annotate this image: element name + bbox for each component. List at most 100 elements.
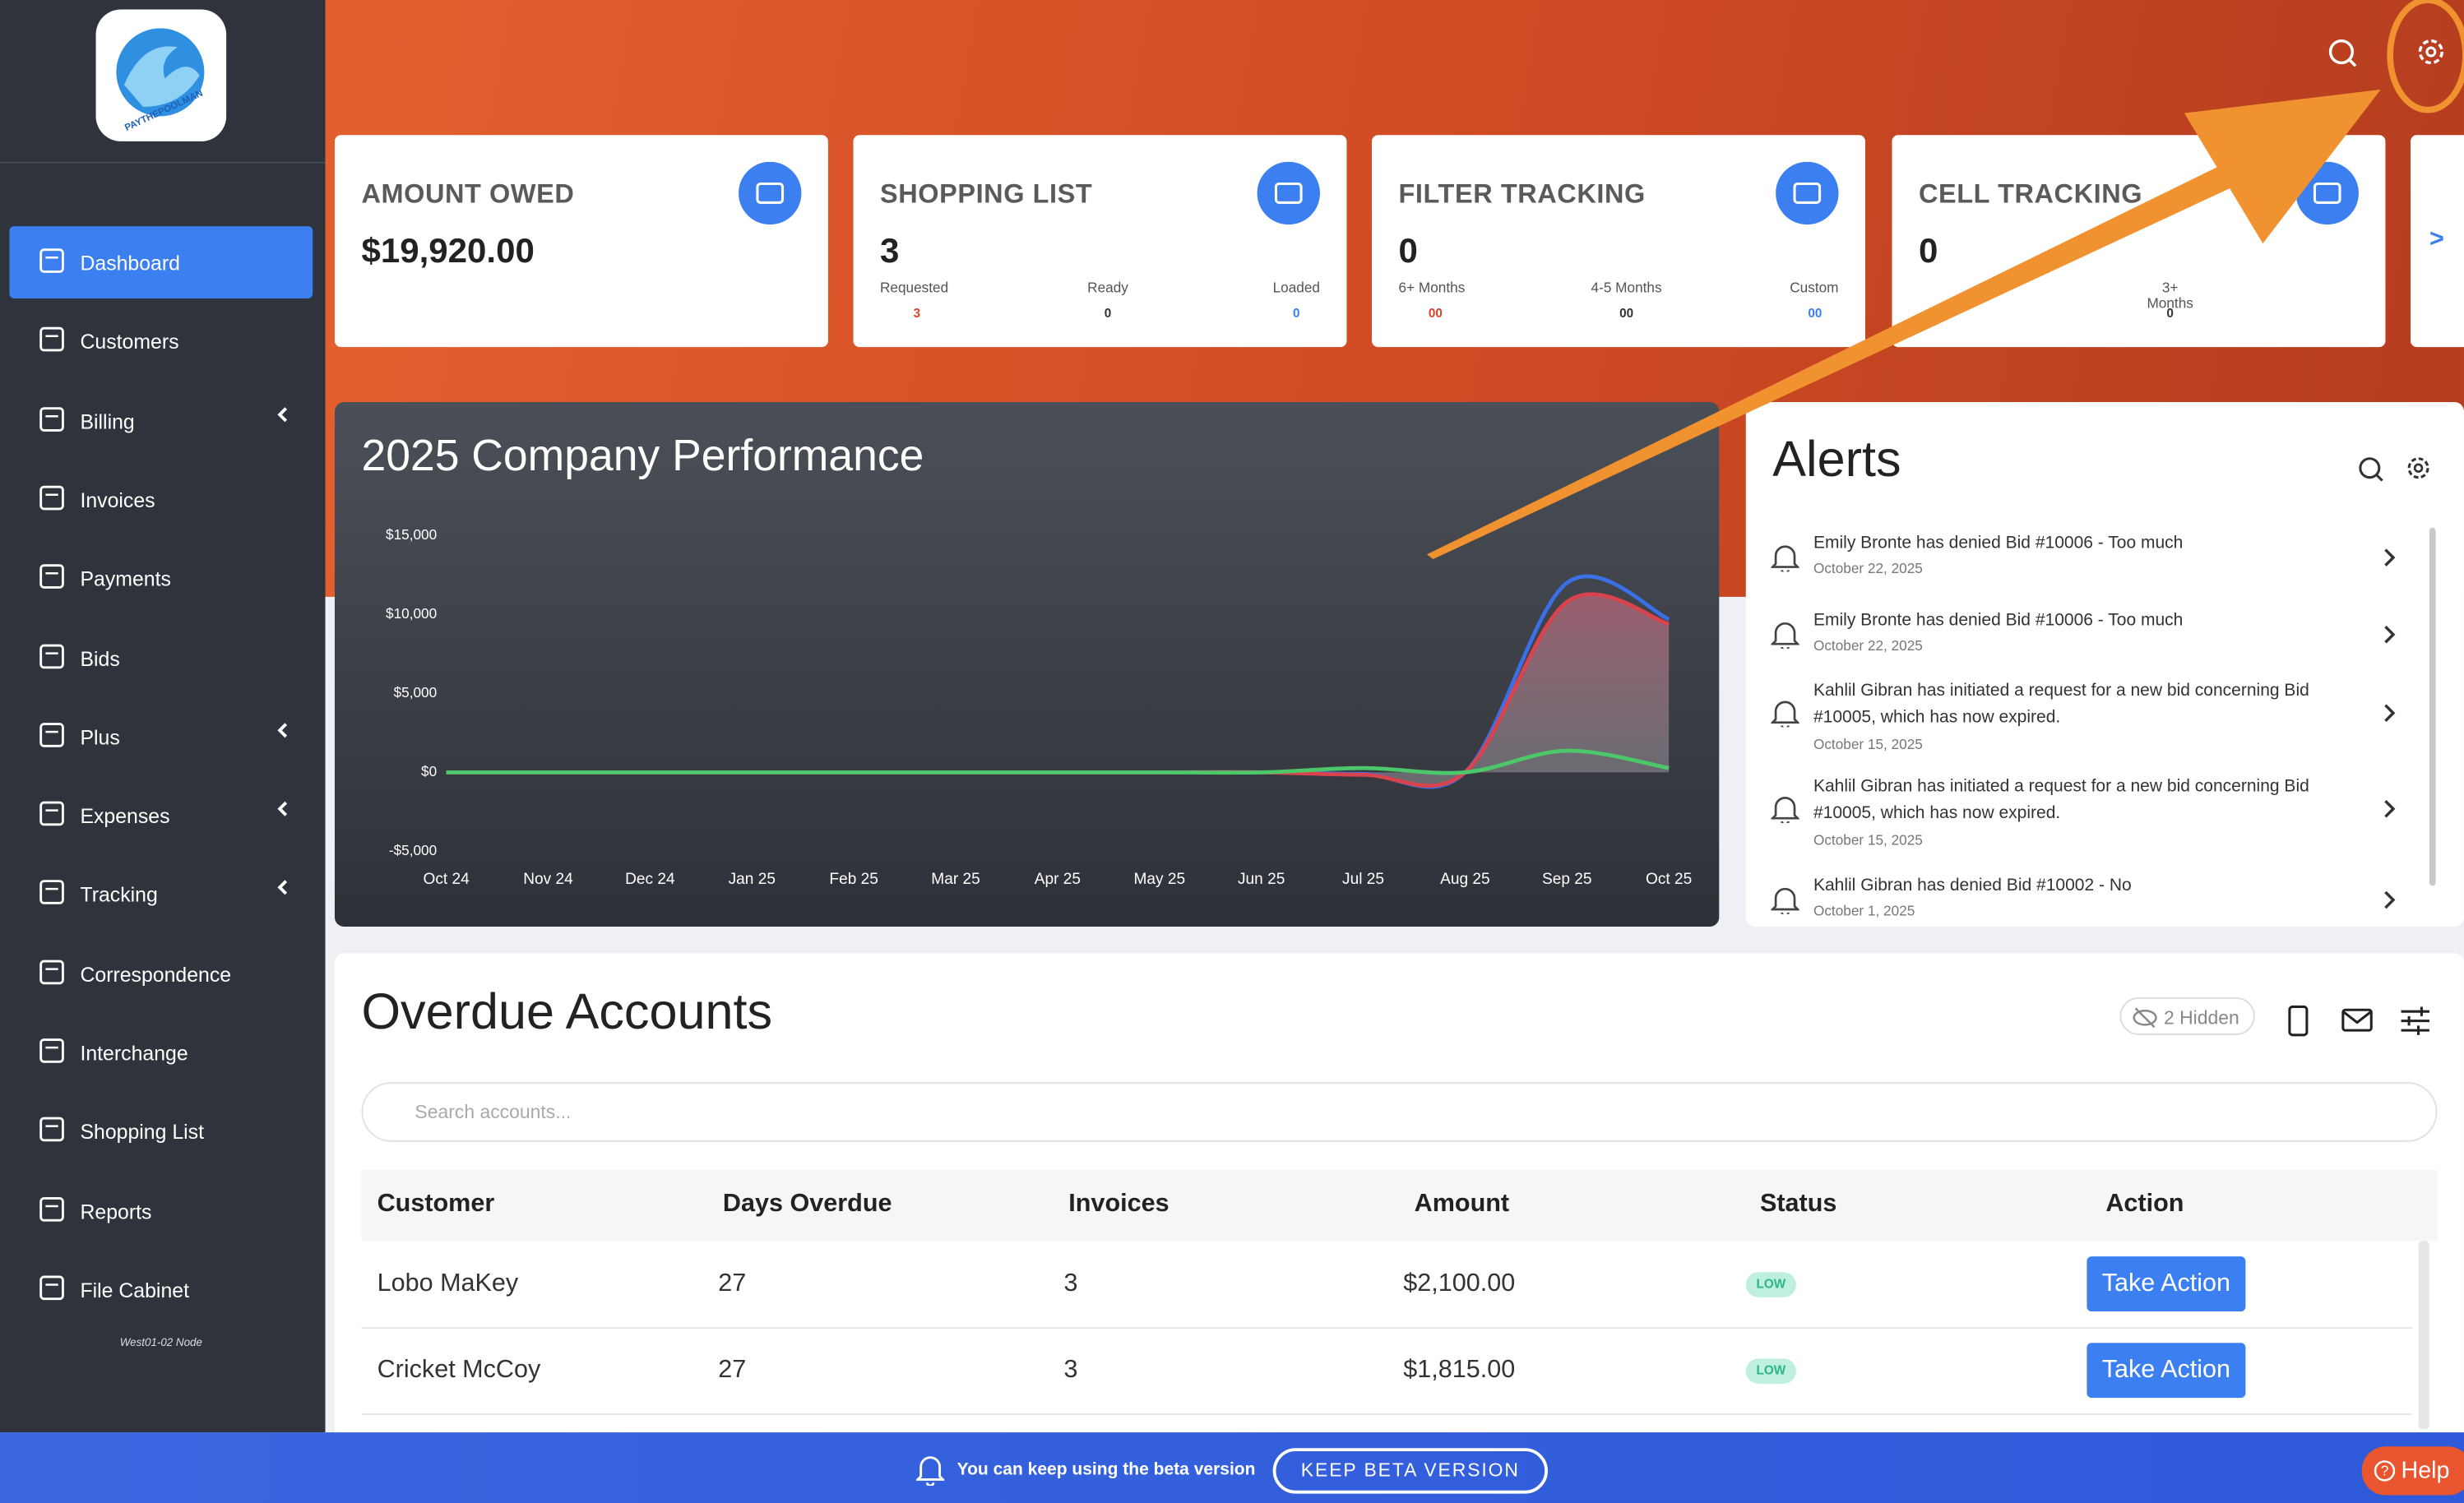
mobile-icon[interactable] (2288, 1005, 2309, 1037)
table-cell: 27 (718, 1357, 747, 1384)
nav-icon-shape (39, 327, 64, 352)
nav-label[interactable]: Invoices (80, 488, 155, 512)
column-header[interactable]: Amount (1414, 1190, 1510, 1218)
table-scrollbar[interactable] (2418, 1241, 2429, 1430)
alert-text[interactable]: Emily Bronte has denied Bid #10006 - Too… (1813, 611, 2184, 630)
nav-icon-shape (39, 406, 64, 432)
top-settings-hub (2425, 46, 2437, 58)
hidden-columns[interactable]: 2 Hidden (2119, 997, 2255, 1035)
stat-label: Requested (879, 280, 949, 296)
card-icon-circle[interactable] (739, 161, 802, 225)
help-button[interactable]: Help (2361, 1446, 2464, 1496)
chevron[interactable] (2384, 704, 2396, 722)
nav-label[interactable]: Expenses (80, 804, 170, 828)
take-action-button[interactable]: Take Action (2087, 1256, 2246, 1312)
card-icon-circle[interactable] (1776, 161, 1839, 225)
card-title: CELL TRACKING (1918, 178, 2143, 210)
highlight-arrow-shaft (1426, 154, 2257, 560)
nav-label[interactable]: Interchange (80, 1041, 188, 1066)
alert-text[interactable]: Emily Bronte has denied Bid #10006 - Too… (1813, 534, 2184, 553)
search-box[interactable]: Search accounts... (361, 1082, 2438, 1142)
summary-card[interactable]: AMOUNT OWED $19,920.00 (334, 135, 828, 348)
column-header[interactable]: Action (2105, 1190, 2184, 1218)
chevron[interactable] (2384, 890, 2396, 909)
take-action-button[interactable]: Take Action (2087, 1343, 2246, 1399)
nav-chevron (277, 406, 288, 422)
chevron[interactable] (2384, 548, 2396, 567)
table-cell: 3 (1063, 1270, 1078, 1297)
keep-beta-button[interactable]: KEEP BETA VERSION (1272, 1448, 1549, 1494)
nav-item[interactable]: File Cabinet (9, 1253, 313, 1325)
stat-label: Ready (1087, 280, 1128, 296)
nav-item[interactable]: Expenses (9, 779, 313, 852)
scrollbar[interactable] (2429, 527, 2436, 886)
nav-label[interactable]: Billing (80, 409, 135, 433)
x-tick-label: Jan 25 (729, 871, 776, 888)
bell (1771, 887, 1799, 914)
column-header[interactable]: Customer (377, 1190, 495, 1218)
nav-icon (39, 960, 64, 984)
nav-item[interactable]: Customers (9, 305, 313, 377)
x-tick-label: Jul 25 (1342, 871, 1384, 888)
y-tick-label: $0 (421, 763, 437, 779)
logo[interactable]: PAYTHEPOOLMAN (95, 9, 227, 141)
beta-banner: You can keep using the beta version KEEP… (0, 1432, 2464, 1503)
summary-card[interactable]: FILTER TRACKING 0 6+ Months 00 4-5 Months 00 C… (1372, 135, 1866, 348)
column-header[interactable]: Invoices (1068, 1190, 1169, 1218)
search-placeholder[interactable]: Search accounts... (415, 1101, 572, 1123)
chevron[interactable] (2384, 625, 2396, 644)
top-settings-icon[interactable] (2418, 39, 2443, 65)
mail-icon[interactable] (2341, 1008, 2373, 1032)
nav-item[interactable]: Bids (9, 621, 313, 693)
nav-item[interactable]: Correspondence (9, 937, 313, 1010)
nav-item[interactable]: Reports (9, 1174, 313, 1246)
filter-icon[interactable] (2401, 1006, 2429, 1035)
alert-bell (1771, 622, 1799, 649)
nav-item[interactable]: Payments (9, 542, 313, 614)
nav-label[interactable]: Tracking (80, 883, 158, 907)
nav-item[interactable]: Invoices (9, 463, 313, 535)
y-tick-label: $15,000 (386, 526, 437, 543)
card-next[interactable]: > (2411, 135, 2464, 348)
top-search-icon[interactable] (2328, 39, 2355, 65)
table-tools[interactable] (2283, 1004, 2440, 1042)
nav-label[interactable]: Customers (80, 330, 179, 354)
alert-bell (1771, 797, 1799, 823)
nav-label[interactable]: Correspondence (80, 962, 232, 987)
stat-value: 00 (1808, 306, 1823, 321)
nav-item[interactable]: Dashboard (9, 226, 313, 298)
alerts-panel: Alerts Emily Bronte has denied Bid #1000… (1745, 402, 2464, 927)
card-icon-circle[interactable] (1257, 161, 1320, 225)
alert-text[interactable]: Kahlil Gibran has initiated a request fo… (1813, 682, 2309, 728)
nav-label[interactable]: Dashboard (80, 251, 180, 275)
nav-label[interactable]: File Cabinet (80, 1278, 190, 1302)
nav-chevron (277, 881, 288, 896)
chart-title: 2025 Company Performance (361, 432, 924, 480)
nav-label[interactable]: Payments (80, 567, 171, 591)
column-header[interactable]: Status (1759, 1190, 1837, 1218)
next-arrow[interactable]: > (2429, 226, 2444, 253)
nav-item[interactable]: Tracking (9, 858, 313, 931)
nav-item[interactable]: Interchange (9, 1016, 313, 1089)
alert-text[interactable]: Kahlil Gibran has denied Bid #10002 - No (1813, 876, 2132, 895)
status-badge: LOW (1745, 1358, 1796, 1384)
card-icon-glyph (2313, 182, 2341, 204)
nav-item[interactable]: Shopping List (9, 1095, 313, 1168)
nav-item[interactable]: Plus (9, 701, 313, 773)
nav-label[interactable]: Plus (80, 725, 120, 749)
column-header[interactable]: Days Overdue (722, 1190, 892, 1218)
alert-date: October 1, 2025 (1813, 903, 1915, 919)
alert-chevron (2384, 625, 2396, 644)
alert-chevron (2384, 704, 2396, 722)
alerts-tools[interactable] (2355, 454, 2434, 485)
alert-text[interactable]: Kahlil Gibran has initiated a request fo… (1813, 777, 2309, 823)
nav-item[interactable]: Billing (9, 384, 313, 456)
search-icon[interactable] (2359, 457, 2381, 479)
nav-label[interactable]: Shopping List (80, 1120, 204, 1145)
summary-card[interactable]: SHOPPING LIST 3 Requested 3 Ready 0 Loaded 0 (853, 135, 1347, 348)
chevron[interactable] (2384, 799, 2396, 818)
nav-label[interactable]: Reports (80, 1199, 152, 1223)
card-icon (739, 161, 802, 225)
nav-label[interactable]: Bids (80, 646, 120, 670)
